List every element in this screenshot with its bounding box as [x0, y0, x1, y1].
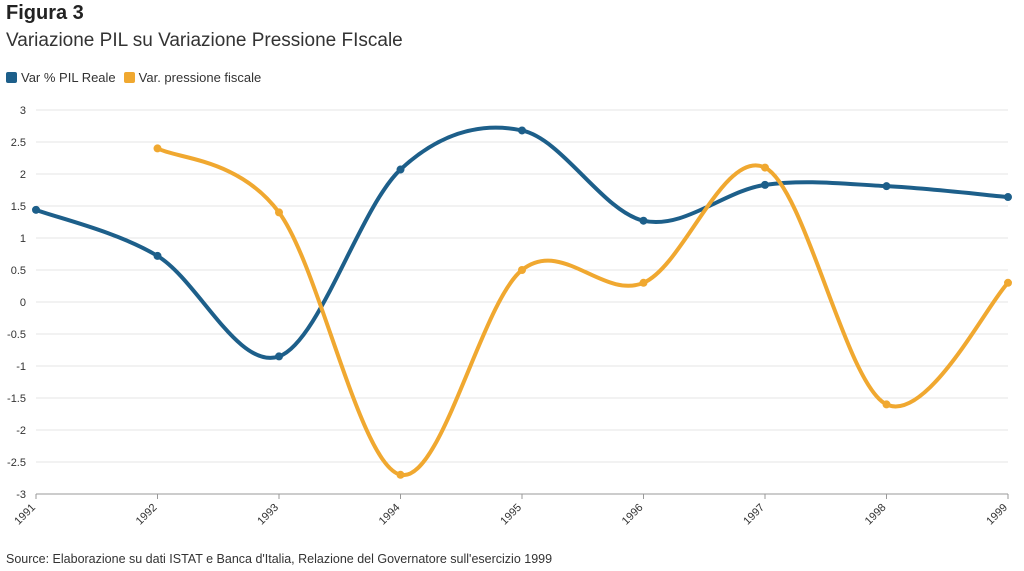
- y-tick-label: -1.5: [7, 393, 26, 405]
- legend-swatch-pil: [6, 72, 17, 83]
- x-tick-label: 1997: [741, 502, 767, 528]
- x-tick-label: 1992: [134, 502, 160, 528]
- grid: [36, 109, 1008, 495]
- data-point[interactable]: [1004, 193, 1012, 202]
- source-note: Source: Elaborazione su dati ISTAT e Ban…: [6, 552, 553, 566]
- data-point[interactable]: [275, 208, 283, 217]
- legend-swatch-pressione: [123, 72, 135, 83]
- data-point[interactable]: [639, 278, 648, 287]
- x-tick-label: 1994: [377, 502, 403, 528]
- y-tick-label: 0.5: [11, 265, 26, 277]
- x-axis: 1991 1992 1993 1994 1995 1996 1997 1998 1999: [12, 493, 1010, 528]
- legend-label-pressione: Var. pressione fiscale: [138, 70, 262, 85]
- data-point[interactable]: [32, 205, 40, 214]
- x-tick-label: 1991: [12, 502, 38, 528]
- legend-item-pressione[interactable]: Var. pressione fiscale: [123, 70, 262, 85]
- data-point[interactable]: [275, 352, 283, 361]
- y-tick-label: 1.5: [11, 201, 26, 213]
- x-tick-label: 1996: [620, 502, 646, 528]
- chart-title: Figura 3: [6, 2, 84, 24]
- legend: Var % PIL Reale Var. pressione fiscale: [6, 70, 269, 85]
- series-lines: [34, 125, 1010, 477]
- data-point[interactable]: [153, 144, 162, 153]
- y-tick-label: -3: [16, 489, 26, 501]
- chart-subtitle: Variazione PIL su Variazione Pressione F…: [6, 30, 403, 51]
- x-tick-label: 1999: [984, 502, 1010, 528]
- data-point[interactable]: [396, 165, 405, 174]
- y-tick-label: 2: [20, 169, 26, 181]
- data-point[interactable]: [639, 216, 648, 225]
- series-line-1: [155, 146, 1010, 477]
- y-tick-label: 2.5: [11, 137, 26, 149]
- y-tick-label: -0.5: [7, 329, 26, 341]
- y-tick-label: 3: [20, 105, 26, 117]
- data-point[interactable]: [1004, 278, 1012, 287]
- y-tick-label: -1: [16, 361, 26, 373]
- data-point[interactable]: [761, 180, 769, 189]
- y-tick-label: -2: [16, 425, 26, 437]
- data-point[interactable]: [396, 470, 405, 479]
- data-point[interactable]: [882, 182, 891, 191]
- x-tick-label: 1998: [863, 502, 889, 528]
- legend-item-pil[interactable]: Var % PIL Reale: [6, 70, 116, 85]
- y-tick-label: -2.5: [7, 457, 26, 469]
- x-tick-label: 1995: [498, 502, 524, 528]
- data-point[interactable]: [761, 163, 769, 172]
- y-axis: 3 2.5 2 1.5 1 0.5 0 -0.5 -1 -1.5 -2 -2.5 -3: [7, 105, 26, 501]
- data-point[interactable]: [518, 266, 526, 274]
- y-tick-label: 0: [20, 297, 26, 309]
- x-tick-label: 1993: [255, 502, 281, 528]
- data-point[interactable]: [518, 126, 526, 135]
- series-line-0: [34, 125, 1010, 360]
- y-tick-label: 1: [20, 233, 26, 245]
- data-point[interactable]: [882, 400, 891, 409]
- data-point[interactable]: [153, 251, 162, 260]
- legend-label-pil: Var % PIL Reale: [21, 70, 116, 85]
- series-points: [32, 126, 1012, 479]
